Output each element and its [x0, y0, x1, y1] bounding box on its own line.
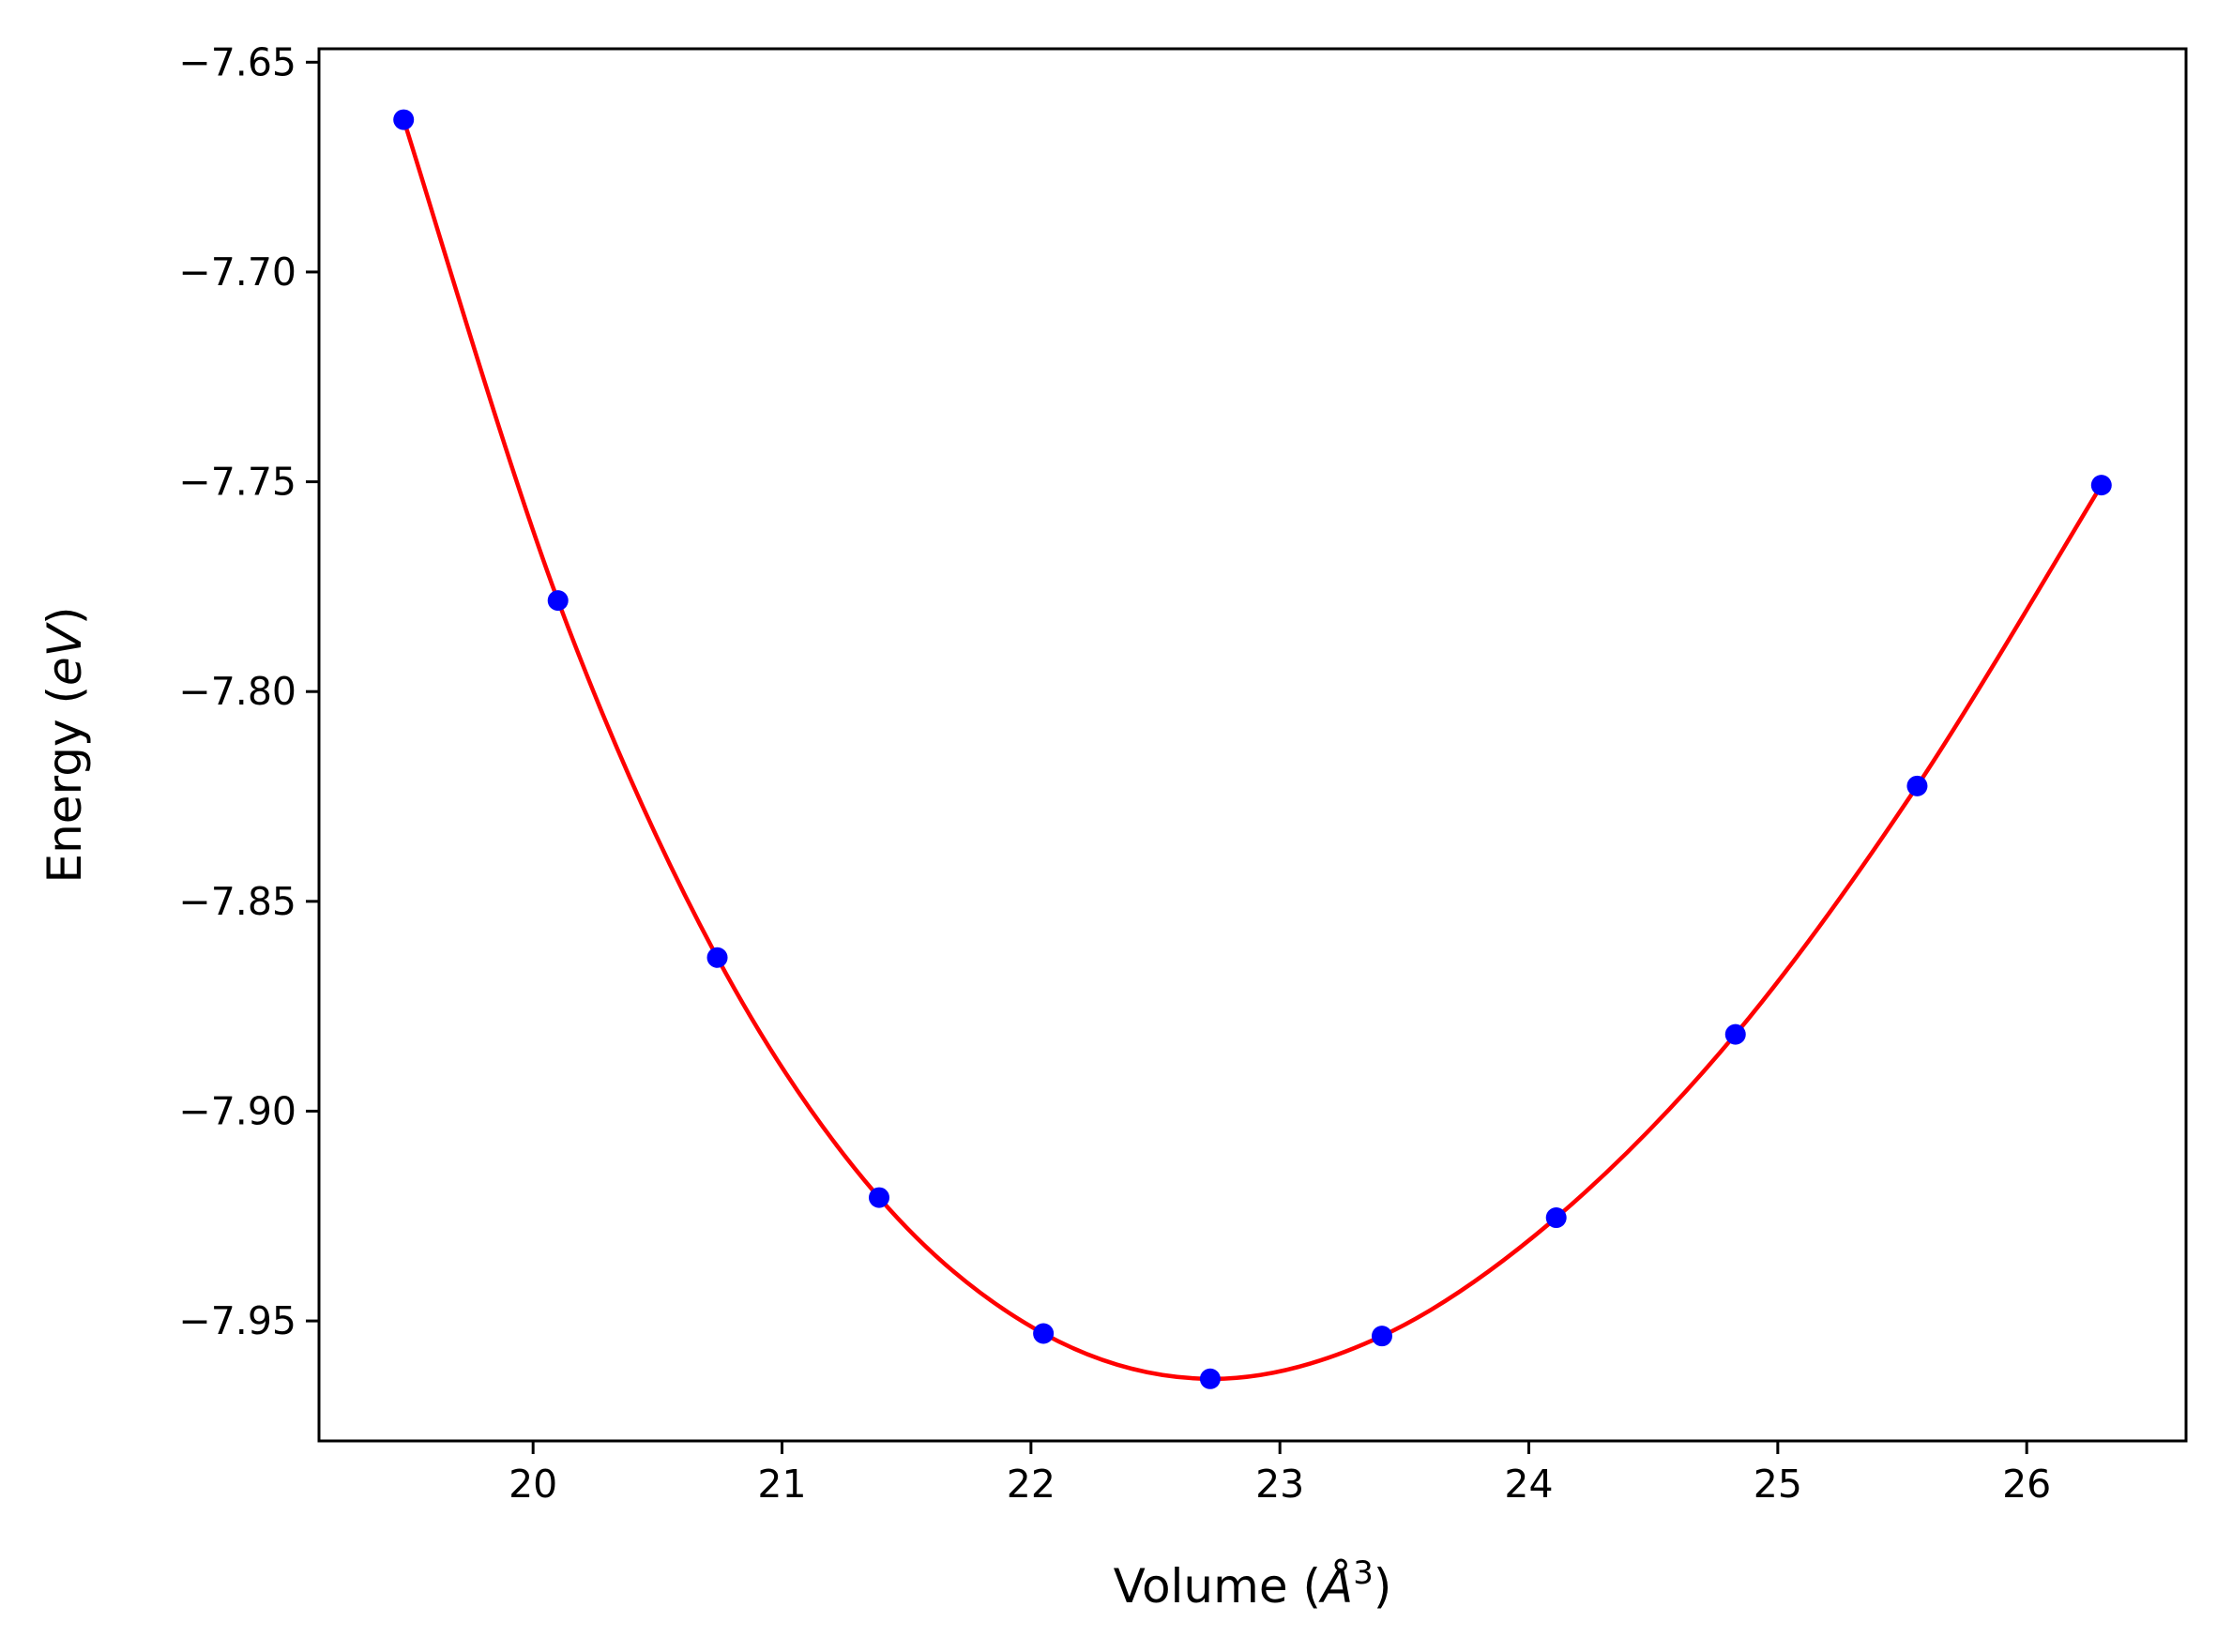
x-tick-label: 21: [757, 1462, 806, 1507]
x-axis-label: Volume (Å3): [1114, 1554, 1392, 1614]
y-axis-ticks: −7.65 −7.70 −7.75 −7.80 −7.85 −7.90 −7.95: [178, 39, 319, 1343]
x-tick-label: 25: [1754, 1462, 1802, 1507]
data-point: [1199, 1368, 1221, 1389]
data-point: [1371, 1326, 1392, 1347]
data-point: [869, 1187, 889, 1208]
x-tick-label: 26: [2002, 1462, 2051, 1507]
y-tick-label: −7.65: [178, 39, 296, 84]
data-point: [1545, 1207, 1567, 1229]
data-point: [393, 109, 415, 130]
y-axis-label: Energy (eV): [38, 607, 92, 884]
y-tick-label: −7.70: [178, 250, 296, 295]
y-tick-label: −7.85: [178, 879, 296, 924]
data-point: [1906, 775, 1928, 796]
data-point: [2090, 475, 2112, 496]
y-tick-label: −7.95: [178, 1298, 296, 1343]
y-tick-label: −7.90: [178, 1088, 296, 1133]
y-tick-label: −7.80: [178, 669, 296, 714]
x-tick-label: 24: [1504, 1462, 1553, 1507]
data-point: [1033, 1323, 1055, 1344]
x-tick-label: 22: [1007, 1462, 1055, 1507]
data-point: [547, 590, 569, 612]
data-points-layer: [393, 109, 2112, 1389]
y-tick-label: −7.75: [178, 460, 296, 505]
data-point: [706, 947, 728, 968]
x-axis-ticks: 20 21 22 23 24 25 26: [509, 1441, 2051, 1507]
fit-curve-line: [402, 118, 2103, 1382]
plot-frame: [317, 47, 2188, 1443]
x-tick-label: 20: [509, 1462, 557, 1507]
data-point: [1724, 1023, 1746, 1045]
fit-curve-layer: [402, 118, 2103, 1382]
x-tick-label: 23: [1255, 1462, 1304, 1507]
